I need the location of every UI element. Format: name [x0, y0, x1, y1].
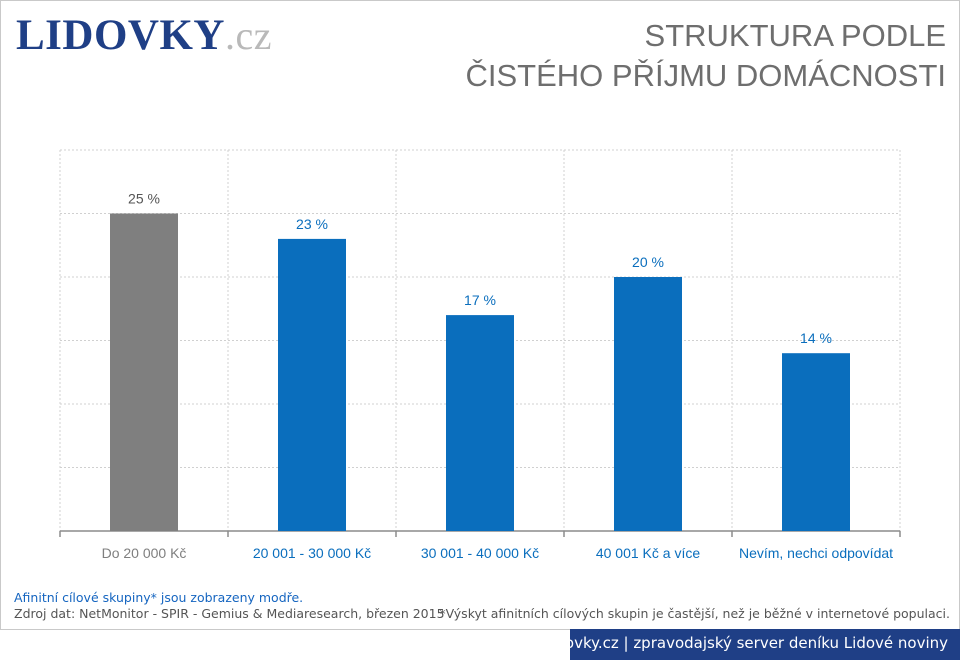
footer-text[interactable]: Lidovky.cz | zpravodajský server deníku … [542, 634, 948, 652]
x-tick-label: 20 001 - 30 000 Kč [253, 545, 371, 561]
bar [782, 353, 850, 531]
source-note: Zdroj dat: NetMonitor - SPIR - Gemius & … [14, 606, 445, 621]
highlight-note: Afinitní cílové skupiny* jsou zobrazeny … [14, 590, 304, 605]
bar-value-label: 17 % [464, 292, 496, 308]
bar-chart: 25 % Do 20 000 Kč 23 % 20 001 - 30 000 Kč 17… [59, 149, 901, 561]
x-tick-label: Nevím, nechci odpovídat [739, 545, 893, 561]
bar [110, 213, 178, 531]
footer-bar: Lidovky.cz | zpravodajský server deníku … [543, 629, 960, 660]
x-tick-label: 40 001 Kč a více [596, 545, 701, 561]
bar-value-label: 23 % [296, 216, 328, 232]
bar-value-label: 25 % [128, 191, 160, 207]
x-tick-label: 30 001 - 40 000 Kč [421, 545, 539, 561]
x-tick-label: Do 20 000 Kč [102, 545, 187, 561]
bar [278, 238, 346, 531]
bar-value-label: 14 % [800, 330, 832, 346]
logo-main: LIDOVKY [16, 12, 225, 59]
chart-title-line2: ČISTÉHO PŘÍJMU DOMÁCNOSTI [465, 58, 946, 93]
lidovky-logo[interactable]: LIDOVKY.cz [16, 12, 272, 60]
chart-title: STRUKTURA PODLE ČISTÉHO PŘÍJMU DOMÁCNOST… [465, 16, 946, 96]
bar [446, 315, 514, 531]
chart-title-line1: STRUKTURA PODLE [644, 18, 946, 53]
logo-tld: .cz [224, 13, 272, 58]
bar-value-label: 20 % [632, 254, 664, 270]
bar [614, 277, 682, 531]
footnote: *Výskyt afinitních cílových skupin je ča… [439, 606, 950, 621]
